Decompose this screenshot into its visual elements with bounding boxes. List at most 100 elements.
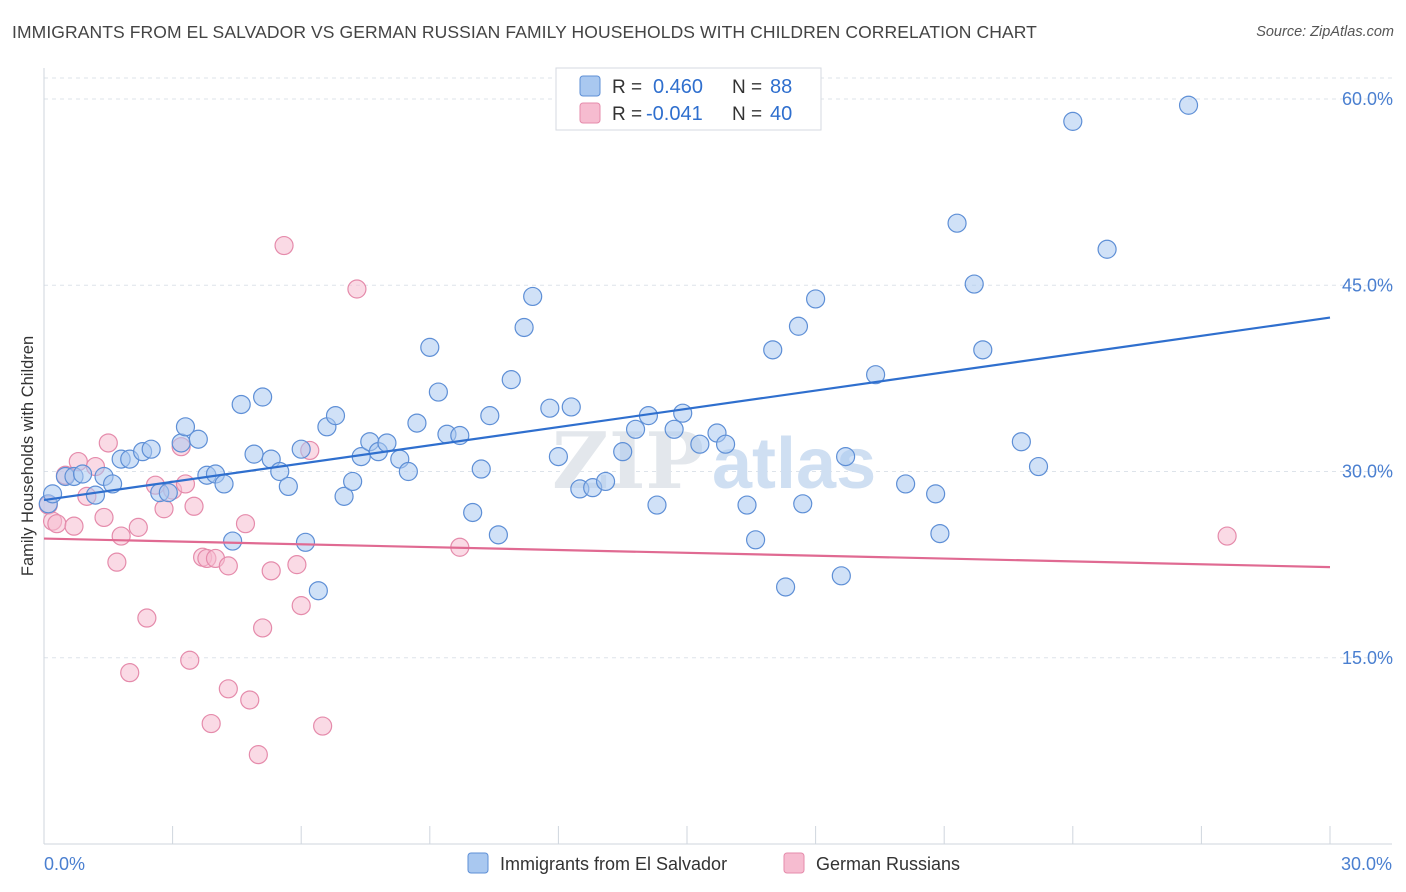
german-russians-trend-line xyxy=(43,537,1331,569)
german-russians-point-11 xyxy=(111,526,131,546)
el-salvador-point-77 xyxy=(896,474,916,494)
german-russians-point-14 xyxy=(137,608,157,628)
x-tick-marks xyxy=(43,826,1331,844)
german-russians-point-9 xyxy=(98,433,118,453)
german-russians-point-12 xyxy=(120,663,140,683)
el-salvador-point-31 xyxy=(325,406,346,426)
el-salvador-trend-line xyxy=(43,316,1331,502)
legend-n-label-pink: N = xyxy=(732,104,762,125)
el-salvador-point-29 xyxy=(308,581,328,601)
x-tick-label-max: 30.0% xyxy=(1341,854,1392,874)
y-tick-labels: 15.0% 30.0% 45.0% 60.0% xyxy=(1342,89,1393,668)
el-salvador-point-26 xyxy=(278,476,298,497)
el-salvador-point-41 xyxy=(420,337,440,357)
el-salvador-point-14 xyxy=(171,433,191,453)
el-salvador-point-49 xyxy=(501,370,521,390)
el-salvador-point-45 xyxy=(463,502,483,523)
bottom-legend-swatch-pink xyxy=(783,852,805,874)
bottom-legend-label-pink: German Russians xyxy=(816,854,960,874)
el-salvador-point-51 xyxy=(523,286,543,307)
el-salvador-point-48 xyxy=(488,525,508,545)
german-russians-point-28 xyxy=(235,514,256,534)
german-russians-point-16 xyxy=(154,499,174,519)
el-salvador-point-16 xyxy=(188,429,208,449)
el-salvador-point-69 xyxy=(763,340,783,360)
el-salvador-point-11 xyxy=(141,439,161,459)
el-salvador-point-20 xyxy=(223,531,243,551)
german-russians-point-30 xyxy=(248,745,268,765)
el-salvador-point-50 xyxy=(514,317,534,338)
legend-r-value-pink: -0.041 xyxy=(646,103,703,125)
el-salvador-point-15 xyxy=(175,417,196,437)
el-salvador-point-73 xyxy=(805,289,826,309)
el-salvador-point-54 xyxy=(561,397,581,417)
el-salvador-point-58 xyxy=(613,442,633,462)
german-russians-point-13 xyxy=(128,517,148,537)
el-salvador-point-71 xyxy=(788,316,809,336)
y-tick-label-0: 15.0% xyxy=(1342,648,1393,668)
el-salvador-point-75 xyxy=(836,447,856,467)
el-salvador-point-67 xyxy=(737,495,757,515)
el-salvador-point-33 xyxy=(343,471,363,492)
el-salvador-point-32 xyxy=(334,486,354,506)
el-salvador-point-80 xyxy=(947,213,967,233)
german-russians-point-4 xyxy=(64,516,84,536)
el-salvador-point-57 xyxy=(595,471,616,492)
el-salvador-point-83 xyxy=(1011,432,1031,452)
legend-r-value-blue: 0.460 xyxy=(653,76,703,98)
el-salvador-point-68 xyxy=(745,530,766,550)
legend-r-label-blue: R = xyxy=(612,77,642,98)
legend-swatch-pink xyxy=(579,102,601,124)
legend-swatch-blue xyxy=(579,75,601,97)
el-salvador-point-79 xyxy=(930,523,950,544)
german-russians-point-24 xyxy=(201,713,221,734)
el-salvador-point-85 xyxy=(1063,111,1083,131)
el-salvador-point-84 xyxy=(1028,456,1049,477)
el-salvador-point-62 xyxy=(664,419,684,439)
el-salvador-point-74 xyxy=(831,566,851,586)
el-salvador-points xyxy=(38,95,1199,601)
german-russians-point-31 xyxy=(253,618,273,638)
el-salvador-point-53 xyxy=(548,447,569,467)
german-russians-point-19 xyxy=(175,474,196,494)
el-salvador-point-4 xyxy=(72,464,93,484)
german-russians-point-20 xyxy=(180,650,200,670)
el-salvador-point-61 xyxy=(647,495,667,515)
y-tick-label-2: 45.0% xyxy=(1342,275,1393,295)
legend-n-value-blue: 88 xyxy=(770,76,792,98)
el-salvador-point-86 xyxy=(1097,239,1117,259)
german-russians-point-21 xyxy=(184,496,204,516)
chart-title: IMMIGRANTS FROM EL SALVADOR VS GERMAN RU… xyxy=(12,22,1037,42)
el-salvador-point-27 xyxy=(291,439,311,459)
el-salvador-point-37 xyxy=(377,433,397,453)
y-tick-label-1: 30.0% xyxy=(1342,462,1393,482)
german-russians-point-33 xyxy=(274,235,294,256)
el-salvador-point-82 xyxy=(973,340,993,360)
el-salvador-point-7 xyxy=(102,474,123,494)
legend-r-label-pink: R = xyxy=(612,104,642,125)
legend-n-label-blue: N = xyxy=(732,77,762,98)
el-salvador-point-64 xyxy=(690,434,710,454)
el-salvador-point-22 xyxy=(244,444,264,464)
el-salvador-point-72 xyxy=(793,494,813,514)
el-salvador-point-70 xyxy=(775,577,796,597)
german-russians-point-29 xyxy=(240,690,260,710)
bottom-legend-label-blue: Immigrants from El Salvador xyxy=(500,854,727,874)
el-salvador-point-78 xyxy=(926,484,946,504)
el-salvador-point-47 xyxy=(480,406,500,426)
el-salvador-point-23 xyxy=(253,387,273,407)
x-tick-label-min: 0.0% xyxy=(44,854,85,874)
german-russians-point-10 xyxy=(107,552,127,572)
el-salvador-point-42 xyxy=(428,382,448,402)
el-salvador-point-81 xyxy=(964,274,984,294)
legend-box: R = 0.460 N = 88 R = -0.041 N = 40 xyxy=(555,67,822,131)
el-salvador-point-39 xyxy=(398,461,418,482)
y-axis-label: Family Households with Children xyxy=(19,336,37,576)
el-salvador-point-21 xyxy=(231,394,251,415)
el-salvador-point-76 xyxy=(866,365,886,385)
el-salvador-point-5 xyxy=(85,485,106,505)
german-russians-point-8 xyxy=(94,507,114,528)
bottom-legend-swatch-blue xyxy=(467,852,489,874)
el-salvador-point-63 xyxy=(673,403,693,423)
